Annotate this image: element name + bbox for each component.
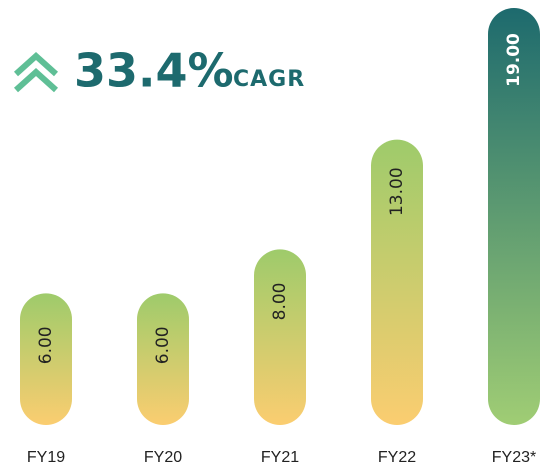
- cagr-icon: [13, 51, 59, 93]
- bar: [254, 249, 306, 425]
- cagr-label: CAGR: [233, 67, 305, 92]
- value-label: 6.00: [153, 326, 173, 364]
- x-tick-label: FY19: [27, 449, 65, 466]
- bar: [137, 293, 189, 425]
- x-tick-label: FY23*: [492, 449, 536, 466]
- value-label: 19.00: [504, 33, 524, 87]
- bar: [371, 139, 423, 425]
- x-tick-label: FY22: [378, 449, 416, 466]
- bar: [488, 8, 540, 425]
- value-label: 8.00: [270, 282, 290, 320]
- x-tick-label: FY20: [144, 449, 182, 466]
- cagr-value: 33.4%: [74, 44, 234, 98]
- value-label: 6.00: [36, 326, 56, 364]
- bar: [20, 293, 72, 425]
- x-tick-label: FY21: [261, 449, 299, 466]
- value-label: 13.00: [387, 167, 407, 216]
